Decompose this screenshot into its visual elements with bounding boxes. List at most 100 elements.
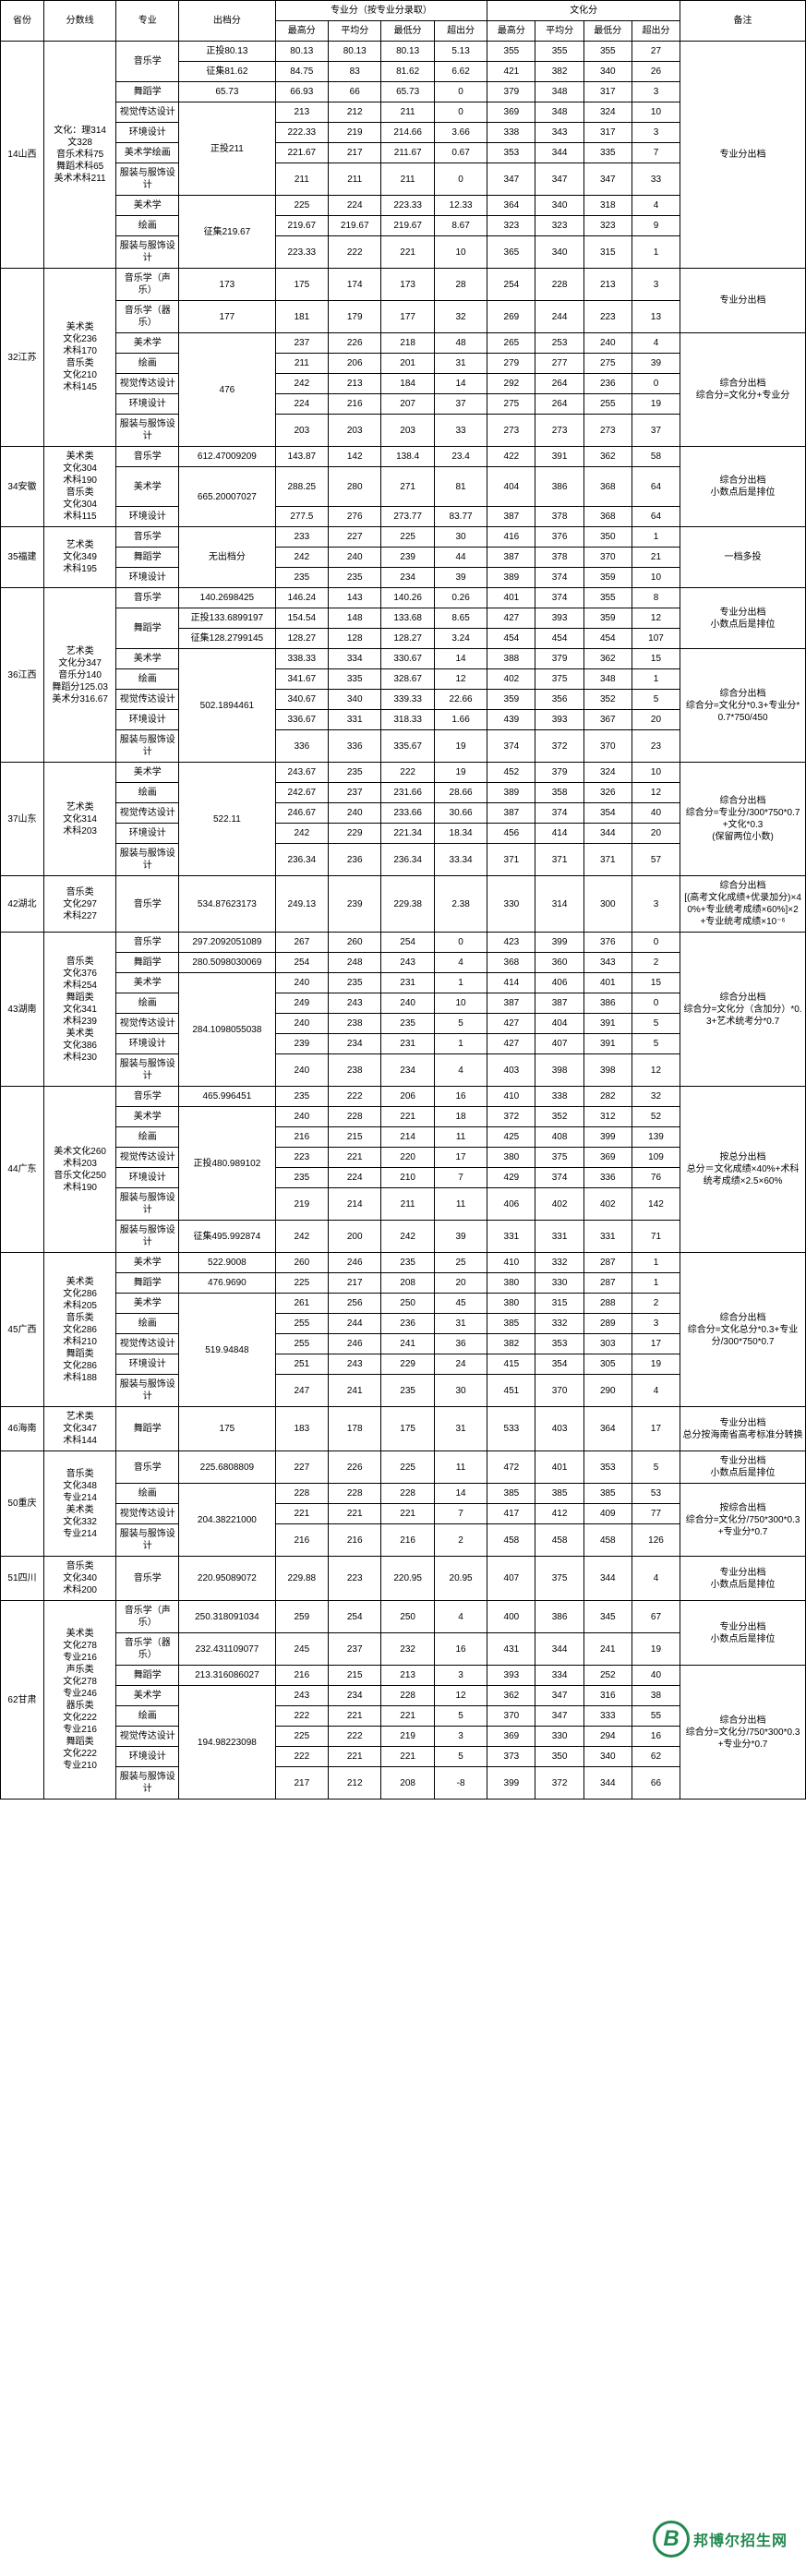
scoreline: 美术类 文化304 术科190 音乐类 文化304 术科115: [43, 447, 115, 527]
outscore: 173: [179, 269, 275, 301]
major: 绘画: [116, 216, 179, 236]
major: 服装与服饰设计: [116, 730, 179, 763]
major: 音乐学（器乐）: [116, 1633, 179, 1666]
outscore: 284.1098055038: [179, 973, 275, 1087]
outscore: 征集81.62: [179, 62, 275, 82]
major: 音乐学: [116, 527, 179, 548]
major: 音乐学: [116, 1557, 179, 1601]
outscore: 征集495.992874: [179, 1221, 275, 1253]
major: 绘画: [116, 354, 179, 374]
major: 美术学: [116, 467, 179, 507]
outscore: 175: [179, 1407, 275, 1451]
major: 环境设计: [116, 1168, 179, 1188]
outscore: 225.6808809: [179, 1451, 275, 1484]
major: 舞蹈学: [116, 548, 179, 568]
major: 服装与服饰设计: [116, 1767, 179, 1800]
outscore: 465.996451: [179, 1087, 275, 1107]
major: 环境设计: [116, 507, 179, 527]
outscore: 正投133.6899197: [179, 608, 275, 629]
major: 服装与服饰设计: [116, 1375, 179, 1407]
major: 绘画: [116, 669, 179, 690]
major: 服装与服饰设计: [116, 236, 179, 269]
province: 35福建: [1, 527, 44, 588]
major: 绘画: [116, 993, 179, 1014]
scoreline: 文化：理314 文328 音乐术科75 舞蹈术科65 美术术科211: [43, 42, 115, 269]
scoreline: 美术类 文化286 术科205 音乐类 文化286 术科210 舞蹈类 文化28…: [43, 1253, 115, 1407]
h-p-avg: 平均分: [329, 21, 381, 42]
h-province: 省份: [1, 1, 44, 42]
h-out: 出档分: [179, 1, 275, 42]
major: 环境设计: [116, 1354, 179, 1375]
outscore: 519.94848: [179, 1294, 275, 1407]
scoreline: 美术文化260 术科203 音乐文化250 术科190: [43, 1087, 115, 1253]
outscore: 204.38221000: [179, 1484, 275, 1557]
remark: 按综合出档 综合分=文化分/750*300*0.3+专业分*0.7: [680, 1484, 806, 1557]
watermark-text: 邦博尔招生网: [693, 2528, 788, 2550]
major: 美术学: [116, 1294, 179, 1314]
major: 视觉传达设计: [116, 1014, 179, 1034]
outscore: 476.9690: [179, 1273, 275, 1294]
outscore: 534.87623173: [179, 876, 275, 933]
province: 36江西: [1, 588, 44, 763]
major: 环境设计: [116, 1034, 179, 1054]
major: 环境设计: [116, 824, 179, 844]
remark: 综合分出档 综合分=文化总分*0.3+专业分/300*750*0.7: [680, 1253, 806, 1407]
major: 视觉传达设计: [116, 374, 179, 394]
major: 舞蹈学: [116, 1273, 179, 1294]
remark: 按总分出档 总分＝文化成绩×40%+术科统考成绩×2.5×60%: [680, 1087, 806, 1253]
major: 绘画: [116, 1127, 179, 1148]
remark: 综合分出档 综合分=文化分*0.3+专业分*0.7*750/450: [680, 649, 806, 763]
major: 音乐学（器乐）: [116, 301, 179, 333]
remark: 综合分出档 综合分=文化分（含加分）*0.3+艺术统考分*0.7: [680, 933, 806, 1087]
major: 美术学: [116, 1686, 179, 1706]
major: 环境设计: [116, 568, 179, 588]
watermark: B 邦博尔招生网: [653, 2521, 788, 2558]
province: 43湖南: [1, 933, 44, 1087]
h-c-min: 最低分: [583, 21, 632, 42]
h-major: 专业: [116, 1, 179, 42]
scoreline: 艺术类 文化347 术科144: [43, 1407, 115, 1451]
major: 服装与服饰设计: [116, 1221, 179, 1253]
major: 环境设计: [116, 710, 179, 730]
major: 美术学: [116, 1107, 179, 1127]
remark: 综合分出档 [(高考文化成绩+优录加分)×40%+专业统考成绩×60%]×2+专…: [680, 876, 806, 933]
province: 32江苏: [1, 269, 44, 447]
remark: 综合分出档 综合分=文化分/750*300*0.3+专业分*0.7: [680, 1666, 806, 1800]
scoreline: 艺术类 文化分347 音乐分140 舞蹈分125.03 美术分316.67: [43, 588, 115, 763]
major: 环境设计: [116, 394, 179, 415]
major: 服装与服饰设计: [116, 415, 179, 447]
remark: 专业分出档 总分按海南省高考标准分转换: [680, 1407, 806, 1451]
outscore: 220.95089072: [179, 1557, 275, 1601]
scoreline: 艺术类 文化349 术科195: [43, 527, 115, 588]
outscore: 正投211: [179, 102, 275, 196]
major: 视觉传达设计: [116, 1148, 179, 1168]
h-c-avg: 平均分: [535, 21, 583, 42]
major: 美术学绘画: [116, 143, 179, 163]
outscore: 297.2092051089: [179, 933, 275, 953]
remark: 专业分出档 小数点后是排位: [680, 588, 806, 649]
h-pro: 专业分（按专业分录取）: [275, 1, 487, 21]
province: 46海南: [1, 1407, 44, 1451]
outscore: 476: [179, 333, 275, 447]
major: 服装与服饰设计: [116, 844, 179, 876]
province: 42湖北: [1, 876, 44, 933]
province: 44广东: [1, 1087, 44, 1253]
major: 服装与服饰设计: [116, 163, 179, 196]
outscore: 665.20007027: [179, 467, 275, 527]
major: 服装与服饰设计: [116, 1054, 179, 1087]
outscore: 征集219.67: [179, 196, 275, 269]
scoreline: 音乐类 文化348 专业214 美术类 文化332 专业214: [43, 1451, 115, 1557]
major: 舞蹈学: [116, 1666, 179, 1686]
major: 舞蹈学: [116, 953, 179, 973]
remark: 专业分出档 小数点后是排位: [680, 1601, 806, 1666]
outscore: 522.9008: [179, 1253, 275, 1273]
outscore: 正投80.13: [179, 42, 275, 62]
major: 视觉传达设计: [116, 690, 179, 710]
outscore: 280.5098030069: [179, 953, 275, 973]
h-p-over: 超出分: [434, 21, 487, 42]
outscore: 65.73: [179, 82, 275, 102]
remark: 专业分出档: [680, 269, 806, 333]
major: 音乐学: [116, 588, 179, 608]
province: 51四川: [1, 1557, 44, 1601]
major: 舞蹈学: [116, 1407, 179, 1451]
